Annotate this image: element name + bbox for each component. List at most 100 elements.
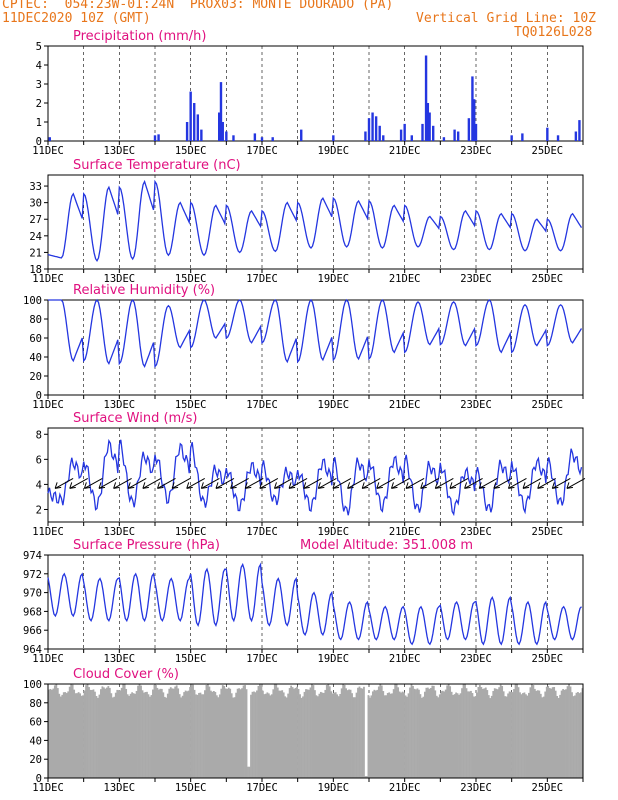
x-tick-label: 17DEC: [246, 653, 278, 665]
wind-vector: [318, 477, 337, 489]
cloud-bar: [554, 690, 557, 778]
cloud-bar: [262, 690, 264, 778]
cloud-bar: [566, 686, 569, 778]
y-tick-label: 0: [36, 136, 42, 148]
panel-title-precip: Precipitation (mm/h): [73, 29, 206, 44]
cloud-bar: [171, 688, 174, 778]
y-tick-label: 40: [29, 352, 42, 364]
wind-vector-head: [157, 482, 160, 489]
wind-vector-head: [507, 482, 511, 489]
cloud-bar: [400, 692, 402, 778]
y-tick-label: 27: [29, 214, 42, 226]
y-tick-label: 20: [29, 371, 42, 383]
cloud-bar: [379, 684, 382, 778]
cloud-bar: [349, 689, 352, 778]
cloud-bar: [557, 697, 560, 778]
wind-vector: [259, 477, 279, 489]
cloud-bar: [275, 684, 278, 778]
wind-vector-head: [522, 482, 526, 489]
cloud-bar: [48, 689, 50, 778]
x-tick-label: 19DEC: [318, 273, 350, 285]
cloud-bar: [244, 685, 246, 778]
panel-frame: [47, 554, 584, 650]
precip-bar: [510, 135, 513, 141]
wind-vector: [69, 477, 88, 489]
cloud-bar: [138, 684, 141, 778]
cloud-bar: [403, 692, 405, 778]
cloud-bar: [325, 685, 328, 778]
cloud-bar: [223, 686, 226, 778]
cloud-bar: [471, 693, 474, 778]
cloud-bar: [50, 689, 53, 778]
precip-bar: [260, 137, 264, 141]
precip-bar: [574, 131, 578, 141]
cloud-bar: [339, 694, 342, 778]
y-tick-label: 0: [36, 773, 42, 785]
wind-vector: [347, 477, 366, 489]
cloud-bar: [58, 693, 61, 778]
precip-bar: [332, 135, 335, 141]
x-tick-label: 19DEC: [318, 526, 350, 538]
y-tick-label: 80: [29, 698, 42, 710]
wind-vector-head: [113, 482, 117, 489]
wind-vector-head: [449, 486, 457, 489]
cloud-bar: [470, 690, 472, 778]
cloud-bar: [340, 688, 343, 778]
wind-vector: [142, 477, 162, 489]
cloud-bar: [220, 688, 223, 778]
x-tick-label: 21DEC: [389, 653, 421, 665]
cloud-bar: [553, 686, 556, 778]
cloud-bar: [495, 688, 498, 778]
cloud-bar: [284, 696, 287, 778]
wind-vector: [478, 477, 498, 489]
wind-vector-head: [244, 482, 248, 489]
cloud-bar: [334, 692, 337, 778]
cloud-bar: [288, 688, 291, 778]
cloud-bar: [159, 688, 162, 778]
cloud-bar: [65, 693, 68, 778]
wind-vector: [566, 477, 586, 489]
cloud-bar: [383, 695, 386, 778]
cloud-bar: [526, 695, 529, 778]
cloud-bar: [443, 691, 446, 778]
cloud-bar: [360, 688, 362, 778]
cloud-bar: [377, 686, 380, 778]
precip-bar: [424, 55, 428, 141]
x-tick-label: 21DEC: [389, 782, 421, 794]
cloud-bar: [242, 685, 245, 778]
cloud-bar: [157, 689, 160, 778]
cloud-bar: [499, 684, 502, 778]
cloud-bar: [314, 690, 316, 778]
wind-vector-head: [113, 486, 120, 489]
cloud-bar: [290, 685, 293, 778]
cloud-bar: [169, 687, 172, 778]
wind-vector-head: [230, 486, 237, 489]
cloud-bar: [172, 688, 175, 778]
y-tick-label: 60: [29, 333, 42, 345]
cloud-bar: [556, 696, 559, 778]
cloud-bar: [297, 688, 300, 778]
cloud-bar: [404, 695, 407, 778]
cloud-bar: [391, 693, 394, 778]
wind-vector-head: [332, 482, 336, 489]
cloud-bar: [250, 694, 252, 778]
cloud-bar: [385, 695, 388, 778]
wind-vector: [420, 477, 439, 489]
cloud-bar: [487, 695, 490, 778]
cloud-bar: [371, 691, 374, 778]
cloud-bar: [293, 688, 295, 778]
cloud-bar: [125, 688, 128, 778]
precip-bar: [48, 137, 51, 141]
cloud-bar: [532, 685, 535, 778]
x-tick-label: 17DEC: [246, 399, 278, 411]
wind-vector-head: [522, 486, 530, 489]
x-tick-label: 13DEC: [104, 145, 136, 157]
wind-vector-head: [142, 486, 149, 489]
cloud-bar: [245, 689, 248, 778]
wind-vector-head: [390, 482, 394, 489]
x-tick-label: 25DEC: [532, 399, 564, 411]
cloud-bar: [100, 689, 102, 778]
cloud-bar: [355, 692, 358, 778]
cloud-bar: [438, 694, 441, 778]
cloud-bar: [363, 686, 365, 778]
